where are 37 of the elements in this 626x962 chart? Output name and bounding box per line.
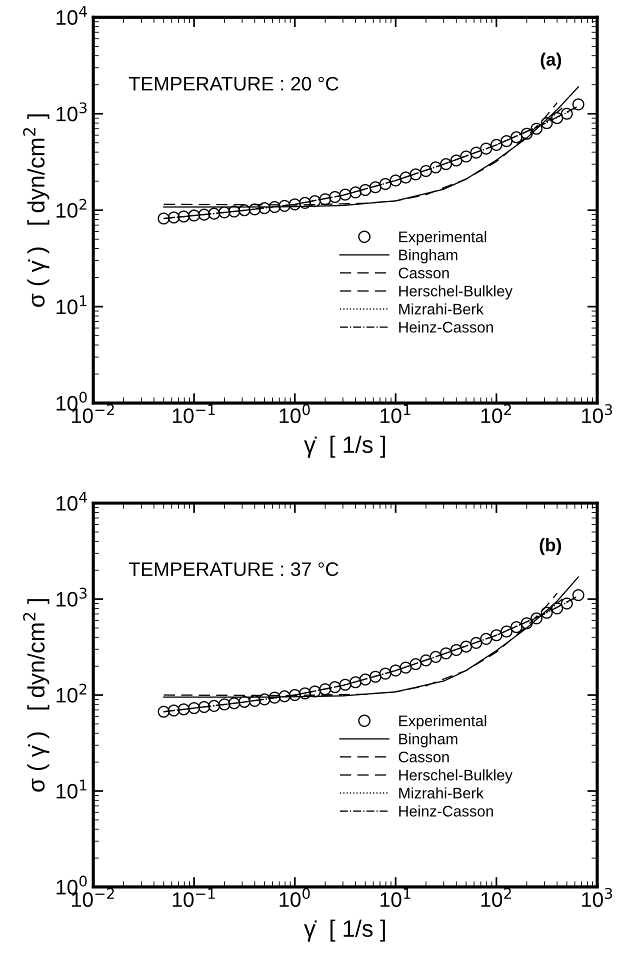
legend-label: Herschel-Bulkley: [399, 285, 513, 300]
x-tick-label: 10$^{3}$: [582, 888, 612, 907]
legend-label: Mizrahi-Berk: [399, 303, 484, 315]
x-tick-label: 10$^{1}$: [380, 888, 410, 907]
legend-label: Bingham: [399, 733, 458, 748]
x-axis-title: γ̇ [ 1/s ]: [304, 920, 385, 942]
y-tick-label: 10$^{1}$: [56, 780, 86, 799]
x-tick-label: 10$^{0}$: [280, 888, 310, 907]
x-tick-label: 10$^{2}$: [481, 404, 511, 424]
legend-label: Experimental: [399, 231, 486, 246]
y-tick-label: 10$^{2}$: [56, 198, 86, 218]
legend-label: Experimental: [399, 715, 486, 730]
legend-label: Casson: [398, 752, 449, 762]
legend-label: Casson: [398, 268, 449, 278]
legend-label: Herschel-Bulkley: [399, 769, 513, 784]
annotation: (b): [540, 538, 562, 555]
y-tick-label: 10$^{2}$: [56, 684, 86, 703]
x-axis-title: γ̇ [ 1/s ]: [304, 436, 385, 458]
x-tick-label: 10$^{−1}$: [172, 888, 215, 907]
x-tick-label: 10$^{1}$: [380, 404, 410, 424]
annotation: TEMPERATURE : 20 °C: [128, 76, 338, 91]
annotation: TEMPERATURE : 37 °C: [128, 562, 338, 576]
y-tick-label: 10$^{3}$: [56, 588, 87, 607]
annotation: (a): [540, 52, 562, 70]
y-tick-label: 10$^{4}$: [56, 492, 87, 511]
legend-label: Bingham: [399, 249, 458, 264]
legend-label: Heinz-Casson: [399, 805, 493, 817]
y-axis-title: σ ( γ̇ ) [ dyn/cm$^{2}$ ]: [23, 599, 50, 792]
x-tick-label: 10$^{−1}$: [172, 404, 215, 424]
legend-label: Mizrahi-Berk: [399, 787, 484, 799]
legend-label: Heinz-Casson: [399, 321, 493, 333]
x-tick-label: 10$^{3}$: [582, 404, 612, 424]
y-tick-label: 10$^{3}$: [56, 102, 87, 122]
x-tick-label: 10$^{0}$: [280, 404, 310, 424]
y-axis-title: σ ( γ̇ ) [ dyn/cm$^{2}$ ]: [23, 114, 50, 307]
y-tick-label: 10$^{4}$: [56, 6, 87, 25]
y-tick-label: 10$^{1}$: [56, 295, 86, 314]
